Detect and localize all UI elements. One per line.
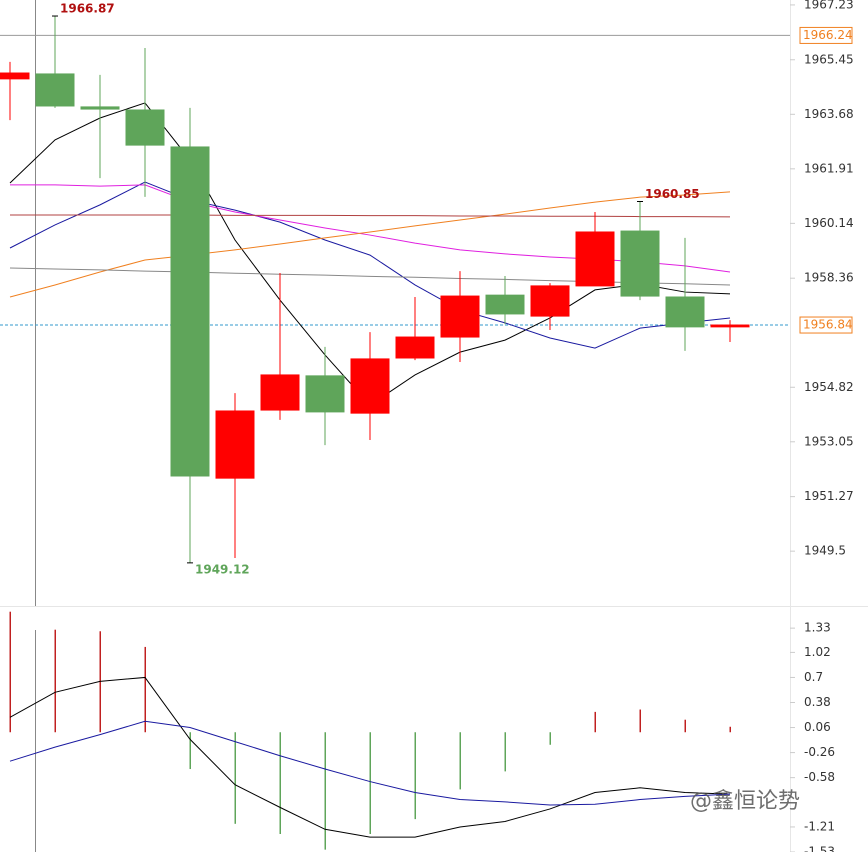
y-tick-label: 0.06 bbox=[804, 720, 831, 734]
price-label: 1956.84 bbox=[803, 318, 853, 332]
candle-body bbox=[710, 324, 750, 328]
macd-bar bbox=[189, 732, 191, 770]
candle-body bbox=[170, 146, 210, 477]
candle-body bbox=[350, 358, 390, 414]
price-label-box bbox=[799, 316, 853, 334]
macd-bar bbox=[594, 711, 596, 733]
candle-body bbox=[485, 294, 525, 315]
y-tick-label: 1953.05 bbox=[804, 434, 854, 448]
macd-bar bbox=[414, 732, 416, 820]
y-tick-label: 0.7 bbox=[804, 670, 823, 684]
candle-body bbox=[440, 295, 480, 338]
candle-body bbox=[305, 375, 345, 413]
macd-bar bbox=[144, 646, 146, 733]
y-tick-label: 1961.91 bbox=[804, 161, 854, 175]
candle-body bbox=[125, 109, 165, 146]
candle-body bbox=[260, 374, 300, 411]
candle-body bbox=[215, 410, 255, 479]
candle-body bbox=[620, 230, 660, 297]
y-tick-label: 1958.36 bbox=[804, 271, 854, 285]
candle-body bbox=[0, 72, 30, 80]
macd-bar bbox=[459, 732, 461, 790]
macd-bar bbox=[729, 726, 731, 733]
y-tick-label: 1967.23 bbox=[804, 0, 854, 11]
macd-bar bbox=[369, 732, 371, 834]
price-label-box bbox=[799, 26, 853, 44]
macd-bar bbox=[639, 709, 641, 733]
y-tick-label: 1949.5 bbox=[804, 544, 846, 558]
candle-body bbox=[395, 336, 435, 359]
candle-body bbox=[80, 106, 120, 110]
y-tick-label: -0.58 bbox=[804, 770, 835, 784]
y-tick-label: 1.02 bbox=[804, 645, 831, 659]
macd-bar bbox=[279, 732, 281, 834]
candle-body bbox=[575, 231, 615, 287]
indicator-line bbox=[9, 181, 731, 349]
candle-body bbox=[530, 285, 570, 317]
high-label: 1966.87 bbox=[60, 2, 115, 16]
y-tick-label: 1.33 bbox=[804, 621, 831, 635]
candle-body bbox=[665, 296, 705, 328]
macd-bar bbox=[234, 732, 236, 824]
y-tick-label: -1.21 bbox=[804, 819, 835, 833]
macd-bar bbox=[324, 732, 326, 850]
low-label: 1949.12 bbox=[195, 562, 250, 576]
high-label: 1960.85 bbox=[645, 187, 700, 201]
y-tick-label: 1963.68 bbox=[804, 107, 854, 121]
macd-bar bbox=[9, 611, 11, 733]
price-label: 1966.24 bbox=[803, 28, 853, 42]
macd-bar bbox=[504, 732, 506, 772]
candle-body bbox=[35, 73, 75, 107]
y-tick-label: -0.26 bbox=[804, 745, 835, 759]
indicator-line bbox=[9, 191, 731, 298]
macd-bar bbox=[549, 732, 551, 745]
y-tick-label: 1954.82 bbox=[804, 380, 854, 394]
y-tick-label: 0.38 bbox=[804, 695, 831, 709]
y-tick-label: 1951.27 bbox=[804, 489, 854, 503]
indicator-line bbox=[10, 214, 731, 218]
indicator-line bbox=[9, 676, 731, 838]
macd-bar bbox=[54, 629, 56, 733]
y-tick-label: 1960.14 bbox=[804, 216, 854, 230]
y-tick-label: -1.53 bbox=[804, 845, 835, 852]
y-tick-label: 1965.45 bbox=[804, 52, 854, 66]
macd-bar bbox=[684, 719, 686, 733]
watermark: @鑫恒论势 bbox=[690, 789, 800, 814]
indicator-line bbox=[9, 720, 731, 806]
